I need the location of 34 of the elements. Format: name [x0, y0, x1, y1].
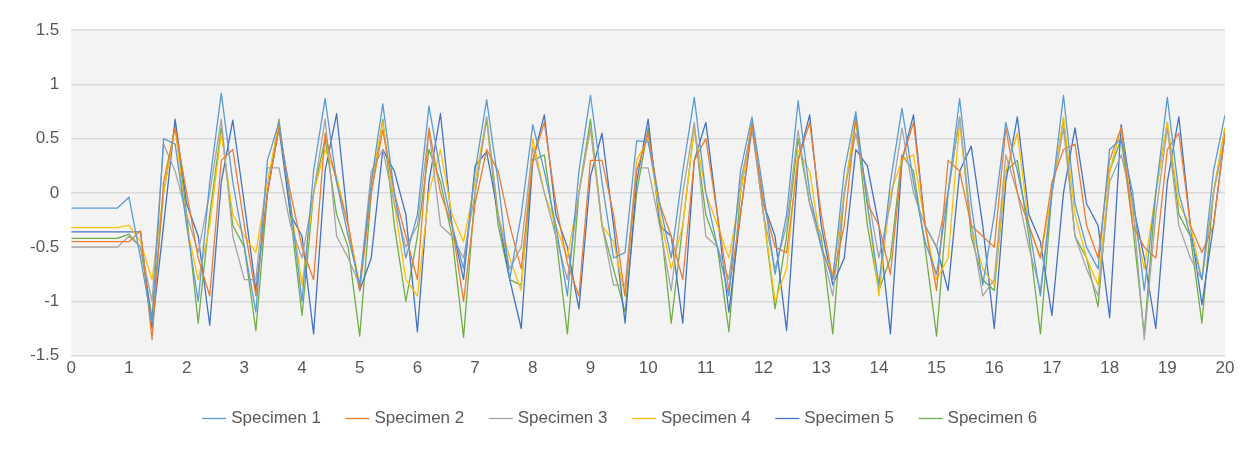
x-tick-label: 14	[869, 358, 889, 378]
x-tick-label: 11	[697, 358, 715, 378]
y-tick-label: -0.5	[30, 236, 60, 256]
y-tick-label: -1.5	[30, 345, 60, 365]
x-tick-label: 5	[354, 358, 365, 378]
legend-label: Specimen 1	[231, 408, 321, 428]
y-tick-label: -1	[44, 291, 60, 311]
x-tick-label: 0	[66, 358, 77, 378]
y-tick-label: 0	[49, 182, 60, 202]
legend-label: Specimen 6	[947, 408, 1038, 428]
legend-label: Specimen 4	[661, 408, 751, 428]
y-tick-label: 1.5	[35, 19, 60, 39]
x-tick-label: 4	[297, 358, 307, 378]
x-tick-label: 9	[585, 358, 596, 378]
x-tick-label: 7	[470, 358, 480, 378]
x-tick-label: 6	[412, 358, 423, 378]
x-tick-label: 3	[239, 358, 250, 378]
legend-label: Specimen 5	[804, 408, 895, 428]
x-tick-label: 12	[754, 358, 773, 378]
x-tick-label: 10	[638, 358, 658, 378]
x-tick-label: 18	[1100, 358, 1120, 378]
x-tick-label: 8	[528, 358, 538, 378]
x-tick-label: 15	[927, 358, 947, 378]
x-tick-label: 19	[1157, 358, 1177, 378]
legend-label: Specimen 2	[374, 408, 465, 428]
x-tick-label: 16	[984, 358, 1004, 378]
y-tick-label: 0.5	[35, 128, 60, 148]
x-tick-label: 2	[181, 358, 192, 378]
x-tick-label: 1	[124, 358, 134, 378]
x-tick-label: 20	[1215, 358, 1235, 378]
y-tick-label: 1	[49, 74, 60, 94]
legend-label: Specimen 3	[517, 408, 608, 428]
x-tick-label: 17	[1042, 358, 1062, 378]
x-tick-label: 13	[811, 358, 831, 378]
